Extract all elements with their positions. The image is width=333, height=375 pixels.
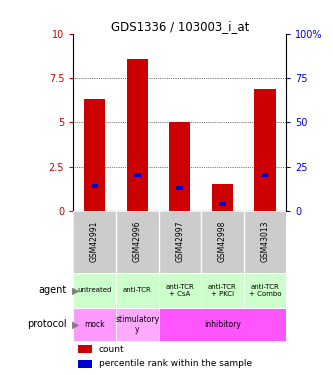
Bar (201, 273, 244, 308)
Bar (219, 202, 226, 206)
Text: count: count (99, 345, 125, 354)
Bar (127, 58, 148, 211)
Bar (212, 184, 233, 211)
Text: stimulatory
y: stimulatory y (115, 315, 159, 334)
Text: anti-TCR
+ CsA: anti-TCR + CsA (166, 284, 194, 297)
Text: ▶: ▶ (72, 320, 79, 329)
Bar (78, 345, 93, 354)
Bar (91, 184, 98, 188)
Bar (244, 273, 286, 308)
Bar (116, 273, 159, 308)
Text: GSM42998: GSM42998 (218, 221, 227, 262)
Text: inhibitory: inhibitory (204, 320, 241, 329)
Text: GSM42991: GSM42991 (90, 221, 99, 262)
Bar (84, 99, 105, 211)
Text: protocol: protocol (27, 320, 67, 329)
Text: GSM42997: GSM42997 (175, 221, 184, 262)
Title: GDS1336 / 103003_i_at: GDS1336 / 103003_i_at (111, 20, 249, 33)
Bar (73, 308, 116, 340)
Bar (254, 88, 276, 211)
Text: agent: agent (38, 285, 67, 296)
Bar (73, 273, 116, 308)
Text: anti-TCR
+ Combo: anti-TCR + Combo (249, 284, 281, 297)
Bar (116, 308, 159, 340)
Bar (159, 308, 286, 340)
Text: GSM42996: GSM42996 (133, 221, 142, 262)
Bar (169, 122, 190, 211)
Bar (159, 273, 201, 308)
Text: anti-TCR
+ PKCi: anti-TCR + PKCi (208, 284, 237, 297)
Bar (78, 360, 93, 368)
Bar (176, 186, 183, 190)
Text: GSM43013: GSM43013 (260, 221, 270, 262)
Text: percentile rank within the sample: percentile rank within the sample (99, 359, 252, 368)
Bar (134, 173, 141, 177)
Bar (262, 173, 268, 177)
Text: ▶: ▶ (72, 285, 79, 296)
Text: untreated: untreated (77, 287, 112, 293)
Text: mock: mock (84, 320, 105, 329)
Text: anti-TCR: anti-TCR (123, 287, 152, 293)
